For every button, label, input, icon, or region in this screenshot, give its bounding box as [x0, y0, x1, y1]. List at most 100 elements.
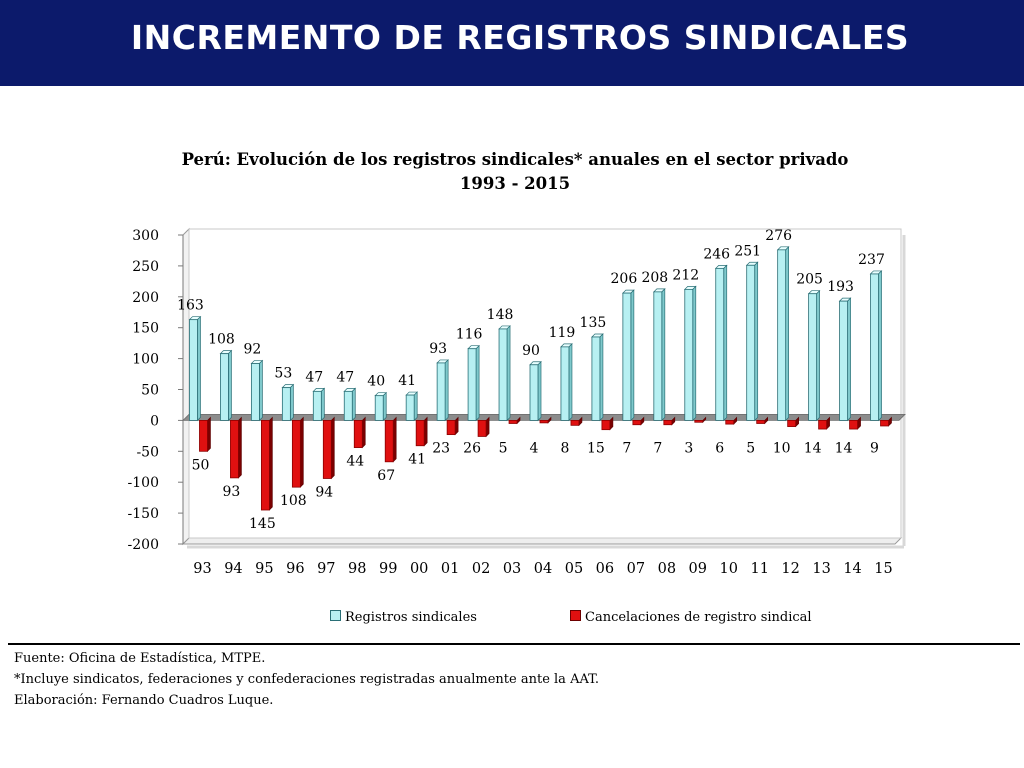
cancelaciones-bar — [756, 419, 766, 424]
registros-data-label: 206 — [611, 271, 638, 287]
registros-bar — [374, 395, 384, 421]
cancelaciones-data-label: 44 — [346, 454, 364, 470]
side-wall — [182, 227, 190, 546]
y-tick-label: 250 — [132, 259, 159, 275]
registros-bar — [405, 394, 415, 421]
cancelaciones-bar-side — [485, 416, 490, 438]
registros-data-label: 90 — [522, 343, 540, 359]
cancelaciones-data-label: 41 — [408, 452, 426, 468]
cancelaciones-bar — [260, 419, 270, 511]
x-tick-label: 09 — [689, 561, 707, 577]
cancelaciones-bar — [539, 419, 549, 424]
source-note: Fuente: Oficina de Estadística, MTPE. — [14, 651, 266, 666]
registros-data-label: 135 — [580, 315, 607, 331]
cancelaciones-bar — [322, 419, 332, 479]
cancelaciones-bar — [446, 419, 456, 436]
footnote: *Incluye sindicatos, federaciones y conf… — [14, 672, 600, 687]
cancelaciones-bar-side — [392, 416, 397, 463]
cancelaciones-data-label: 145 — [249, 516, 276, 532]
cancelaciones-bar-side — [207, 416, 211, 453]
registros-bar-side — [847, 297, 851, 422]
registros-data-label: 205 — [796, 272, 823, 288]
x-tick-label: 00 — [410, 561, 428, 577]
cancelaciones-data-label: 67 — [377, 468, 395, 484]
x-tick-label: 11 — [750, 561, 768, 577]
cancelaciones-bar — [477, 419, 487, 437]
x-tick-label: 03 — [503, 561, 521, 577]
registros-data-label: 47 — [336, 369, 354, 385]
cancelaciones-data-label: 6 — [715, 440, 724, 456]
registros-data-label: 41 — [398, 373, 416, 389]
registros-bar — [622, 292, 632, 421]
registros-bar — [281, 387, 291, 421]
page-title: INCREMENTO DE REGISTROS SINDICALES — [130, 18, 910, 57]
y-tick-label: -50 — [136, 444, 159, 460]
x-tick-label: 07 — [627, 561, 645, 577]
cancelaciones-data-label: 5 — [746, 440, 755, 456]
registros-bar — [777, 249, 787, 421]
registros-bar-side — [754, 261, 759, 422]
x-tick-label: 95 — [255, 561, 273, 577]
registros-bar — [591, 336, 601, 421]
x-tick-label: 08 — [658, 561, 676, 577]
registros-bar-side — [228, 349, 232, 422]
footer-divider — [8, 643, 1020, 645]
y-tick-label: 0 — [150, 413, 159, 429]
registros-data-label: 193 — [827, 279, 854, 295]
legend-item-cancelaciones: Cancelaciones de registro sindical — [570, 610, 812, 625]
cancelaciones-bar — [632, 419, 642, 426]
cancelaciones-data-label: 5 — [499, 440, 508, 456]
cancelaciones-bar — [415, 419, 425, 447]
x-tick-label: 06 — [596, 561, 614, 577]
cancelaciones-data-label: 26 — [463, 440, 481, 456]
registros-bar — [560, 346, 570, 421]
registros-bar — [808, 293, 818, 421]
registros-data-label: 40 — [367, 374, 385, 390]
registros-bar — [343, 390, 353, 421]
x-tick-label: 14 — [843, 561, 861, 577]
registros-data-label: 246 — [703, 246, 730, 262]
registros-bar-side — [630, 289, 635, 422]
registros-bar — [220, 353, 229, 421]
y-tick-label: 200 — [132, 290, 159, 306]
cancelaciones-data-label: 108 — [280, 493, 307, 509]
floor — [181, 537, 903, 545]
cancelaciones-bar — [818, 419, 828, 430]
cancelaciones-bar — [230, 419, 239, 479]
registros-bar-side — [382, 391, 387, 422]
x-tick-label: 13 — [812, 561, 830, 577]
registros-bar — [498, 328, 508, 421]
title-banner: INCREMENTO DE REGISTROS SINDICALES — [0, 0, 1024, 86]
cancelaciones-bar-side — [423, 416, 428, 447]
cancelaciones-bar — [694, 419, 704, 423]
cancelaciones-bar — [787, 419, 797, 427]
x-tick-label: 10 — [720, 561, 738, 577]
y-tick-label: -150 — [128, 506, 159, 522]
registros-data-label: 148 — [487, 307, 514, 323]
footer-notes: Fuente: Oficina de Estadística, MTPE. *I… — [14, 648, 599, 711]
registros-bar-side — [692, 285, 697, 422]
cancelaciones-bar — [291, 419, 301, 488]
x-tick-label: 02 — [472, 561, 490, 577]
registros-data-label: 212 — [672, 267, 699, 283]
legend-label-registros: Registros sindicales — [345, 610, 477, 625]
cancelaciones-bar — [199, 419, 208, 452]
x-tick-label: 93 — [193, 561, 211, 577]
cancelaciones-bar — [663, 419, 673, 426]
registros-bar — [746, 264, 756, 421]
registros-bar — [870, 273, 879, 421]
cancelaciones-data-label: 14 — [804, 440, 822, 456]
legend-swatch-cancelaciones — [570, 610, 581, 621]
cancelaciones-bar — [353, 419, 363, 448]
legend-swatch-registros — [330, 610, 341, 621]
cancelaciones-data-label: 93 — [223, 484, 241, 500]
registros-data-label: 108 — [208, 332, 235, 348]
registros-bar — [467, 348, 477, 421]
cancelaciones-bar-side — [361, 416, 366, 449]
chart-subtitle: 1993 - 2015 — [459, 174, 571, 193]
cancelaciones-data-label: 7 — [653, 440, 662, 456]
x-tick-label: 97 — [317, 561, 335, 577]
cancelaciones-bar — [508, 419, 518, 424]
x-tick-label: 01 — [441, 561, 459, 577]
